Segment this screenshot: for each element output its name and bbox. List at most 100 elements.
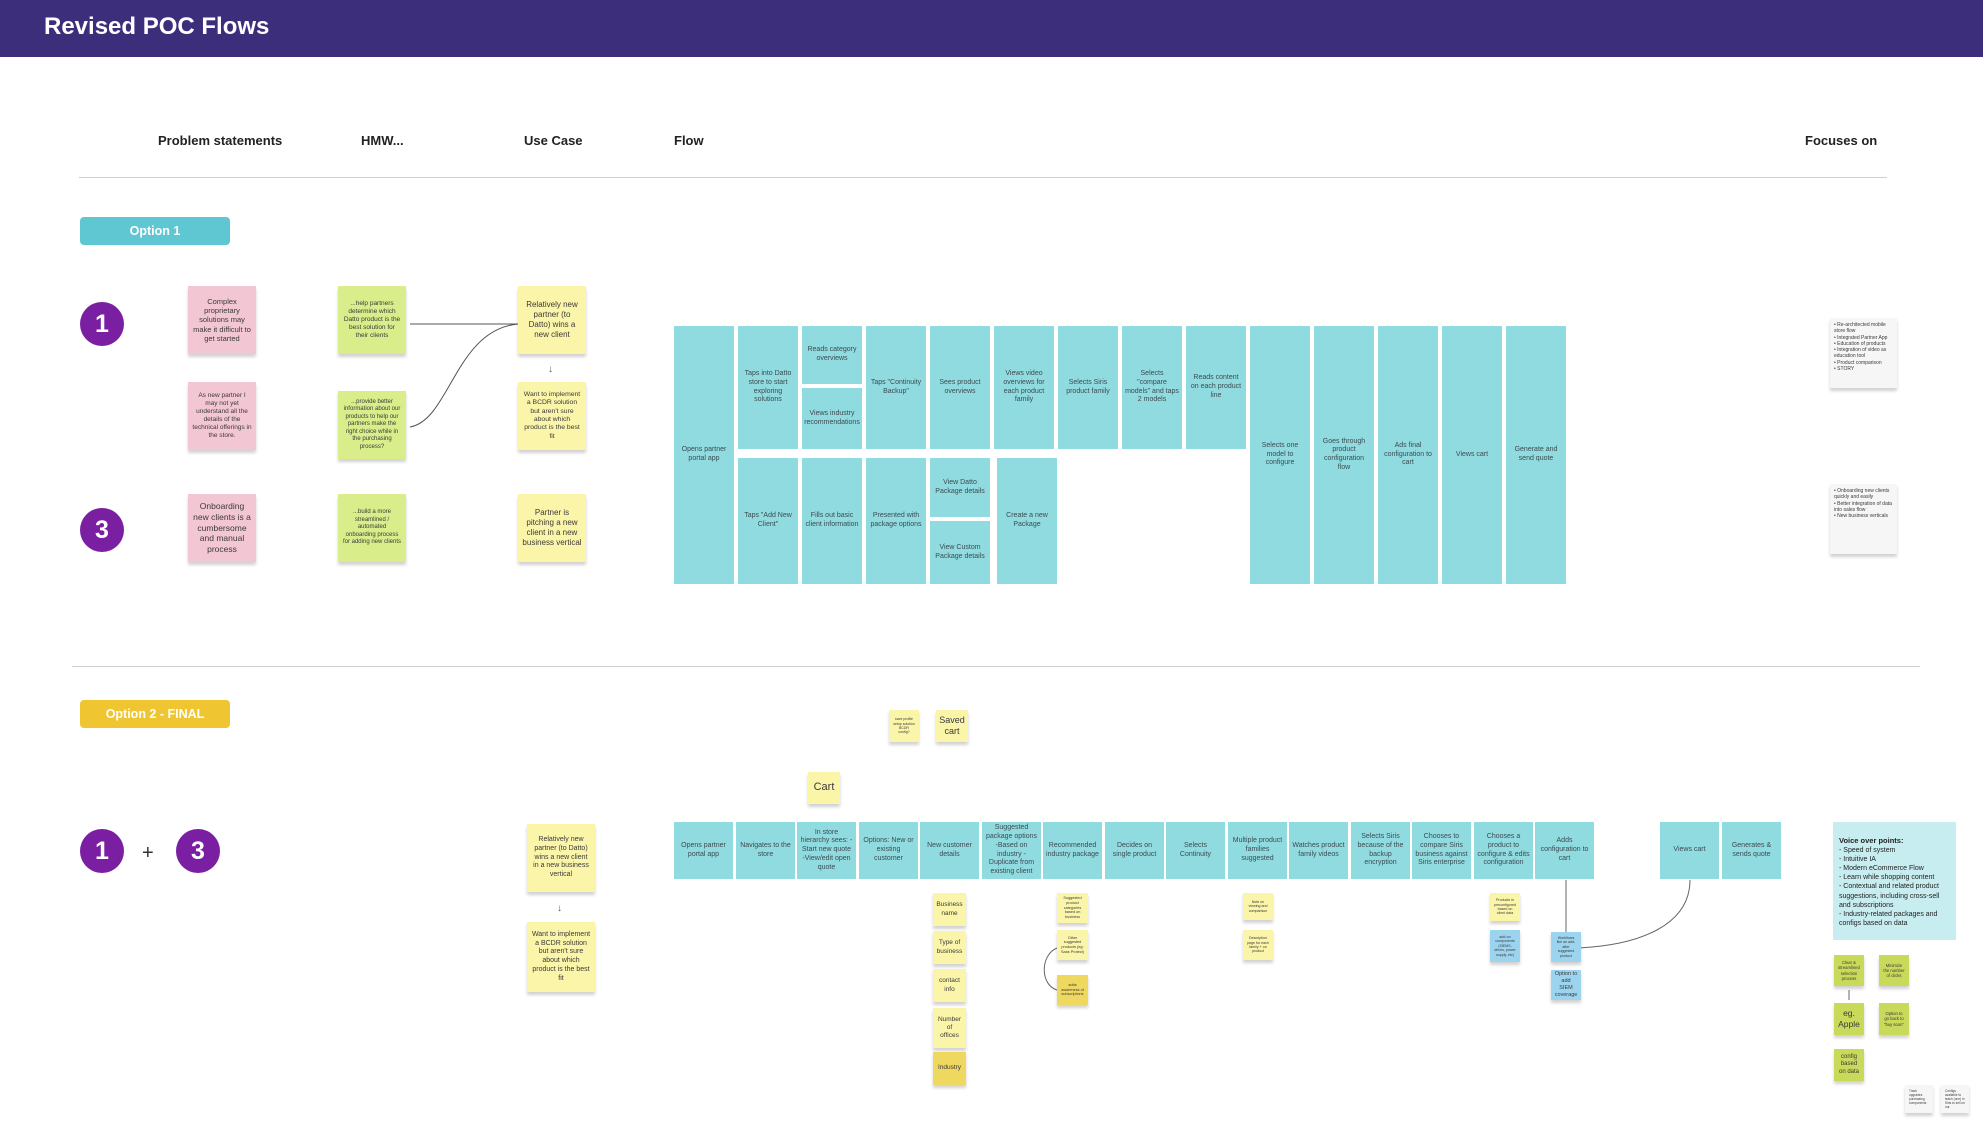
flow-step: Taps "Continuity Backup": [866, 326, 926, 449]
corner-note: Configs available to teach (one) in Siri…: [1941, 1085, 1969, 1113]
flow-step: Multiple product families suggested: [1228, 822, 1287, 879]
problem-number-1: 1: [80, 829, 124, 873]
focus-note: Clear & streamlined selection process: [1834, 955, 1864, 986]
flow-step: Chooses a product to configure & edits c…: [1474, 822, 1533, 879]
down-arrow-icon: ↓: [557, 903, 562, 914]
problem-number-1: 1: [80, 302, 124, 346]
problem-number-3: 3: [176, 829, 220, 873]
flow-step: Views industry recommendations: [802, 388, 862, 449]
flow-step: Create a new Package: [997, 458, 1057, 584]
saved-cart-note: Saved cart: [936, 710, 968, 742]
voice-point: - Contextual and related product suggest…: [1839, 883, 1940, 909]
hmw-sticky: ...help partners determine which Datto p…: [338, 286, 406, 354]
flow-step: Navigates to the store: [736, 822, 795, 879]
flow-step: Views cart: [1442, 326, 1502, 584]
flow-step: Presented with package options: [866, 458, 926, 584]
use-case-sticky: Relatively new partner (to Datto) wins a…: [518, 286, 586, 354]
use-case-sticky: Want to implement a BCDR solution but ar…: [527, 922, 595, 992]
problem-number-3: 3: [80, 508, 124, 552]
plus-sign: +: [142, 842, 154, 864]
package-note: adds awareness of subscriptions: [1057, 975, 1088, 1005]
flow-step: Sees product overviews: [930, 326, 990, 449]
use-case-sticky: Want to implement a BCDR solution but ar…: [518, 382, 586, 450]
flow-step: Opens partner portal app: [674, 822, 733, 879]
flow-step: Taps "Add New Client": [738, 458, 798, 584]
focus-note: eg. Apple: [1834, 1003, 1864, 1035]
flow-step: Selects Siris product family: [1058, 326, 1118, 449]
customer-field-note: contact info: [933, 969, 966, 1002]
flow-step: Views cart: [1660, 822, 1719, 879]
flow-step: Options: New or existing customer: [859, 822, 918, 879]
voice-point: - Modern eCommerce Flow: [1839, 865, 1924, 873]
cart-related-note: Workflows like an add-after suggested pr…: [1551, 932, 1581, 962]
problem-sticky: As new partner I may not yet understand …: [188, 382, 256, 450]
board-title: Revised POC Flows: [44, 13, 270, 40]
flow-step: View Datto Package details: [930, 458, 990, 517]
flow-step: New customer details: [920, 822, 979, 879]
cart-related-note: Option to add SIEM coverage: [1551, 970, 1581, 1000]
column-problem-statements: Problem statements: [158, 133, 283, 148]
flow-step: Goes through product configuration flow: [1314, 326, 1374, 584]
flow-step: Reads content on each product line: [1186, 326, 1246, 449]
header-divider: [79, 177, 1887, 178]
use-case-sticky: Relatively new partner (to Datto) wins a…: [527, 824, 595, 892]
package-note: Other suggested products (eg: Saas Prote…: [1057, 930, 1088, 960]
flow-step: Generate and send quote: [1506, 326, 1566, 584]
focus-note: Option to go back to "buy soon": [1879, 1003, 1909, 1035]
flow-step: Ads final configuration to cart: [1378, 326, 1438, 584]
use-case-sticky: Partner is pitching a new client in a ne…: [518, 494, 586, 562]
flow-step: Watches product family videos: [1289, 822, 1348, 879]
flow-step: Adds configuration to cart: [1535, 822, 1594, 879]
flow-step: Recommended industry package: [1043, 822, 1102, 879]
focus-note: Minimize the number of clicks: [1879, 955, 1909, 986]
customer-field-note: Industry: [933, 1052, 966, 1085]
package-note: Suggested product categories based on bu…: [1057, 893, 1088, 923]
focus-note: • Onboarding new clients quickly and eas…: [1830, 484, 1897, 554]
column-focuses-on: Focuses on: [1805, 133, 1878, 148]
flow-step: Selects one model to configure: [1250, 326, 1310, 584]
focus-note: • Re-architected mobile store flow • Int…: [1830, 318, 1897, 388]
voice-point: - Industry-related packages and configs …: [1839, 910, 1938, 927]
flow-step: Suggested package options -Based on indu…: [982, 822, 1041, 879]
flow-step: Taps into Datto store to start exploring…: [738, 326, 798, 449]
problem-sticky: Onboarding new clients is a cumbersome a…: [188, 494, 256, 562]
flow-step: Generates & sends quote: [1722, 822, 1781, 879]
header-bar: Revised POC Flows: [0, 0, 1983, 57]
customer-field-note: Type of business: [933, 931, 966, 964]
flow-step: Selects Continuity: [1166, 822, 1225, 879]
voice-over-panel: Voice over points: - Speed of system - I…: [1833, 822, 1956, 940]
column-flow: Flow: [674, 133, 704, 148]
option-divider: [72, 666, 1920, 667]
voice-point: - Learn while shopping content: [1839, 874, 1935, 882]
flow-step: Reads category overviews: [802, 326, 862, 384]
voice-point: - Intuitive IA: [1839, 856, 1876, 864]
flow-step: Decides on single product: [1105, 822, 1164, 879]
flow-step: Selects Siris because of the backup encr…: [1351, 822, 1410, 879]
down-arrow-icon: ↓: [548, 364, 553, 375]
option-2-label: Option 2 - FINAL: [80, 700, 230, 728]
column-use-case: Use Case: [524, 133, 583, 148]
customer-field-note: Number of offices: [933, 1008, 966, 1048]
flow-step: Selects "compare models" and taps 2 mode…: [1122, 326, 1182, 449]
corner-note: Track upgrades purchasing components: [1905, 1085, 1933, 1113]
cart-note: Cart: [808, 772, 840, 804]
family-note: Note on viewing and comparison: [1243, 893, 1273, 920]
family-note: Description page for each family + on pr…: [1243, 930, 1273, 960]
focus-note: config based on data: [1834, 1049, 1864, 1081]
config-note: add-on components (SIEMS, drives, power …: [1490, 930, 1520, 962]
voice-over-title: Voice over points:: [1839, 836, 1904, 845]
voice-point: - Speed of system: [1839, 847, 1896, 855]
flow-step: Chooses to compare Siris business agains…: [1412, 822, 1471, 879]
hmw-sticky: ...build a more streamlined / automated …: [338, 494, 406, 562]
flow-step: In store hierarchy sees: - Start new quo…: [797, 822, 856, 879]
small-note: save profile setup solution BCDR config?: [889, 710, 919, 742]
flow-step: Views video overviews for each product f…: [994, 326, 1054, 449]
column-hmw: HMW...: [361, 133, 404, 148]
hmw-sticky: ...provide better information about our …: [338, 391, 406, 459]
flow-step-open-app: Opens partner portal app: [674, 326, 734, 584]
customer-field-note: Business name: [933, 893, 966, 926]
flow-step: Fills out basic client information: [802, 458, 862, 584]
option-1-label: Option 1: [80, 217, 230, 245]
flow-step: View Custom Package details: [930, 521, 990, 584]
